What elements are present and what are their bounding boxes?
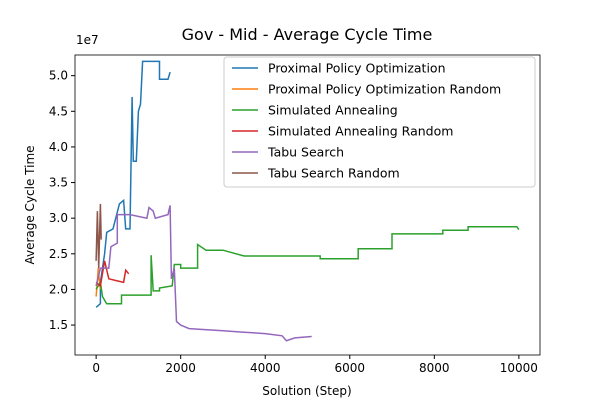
y-tick-label: 3.5	[49, 176, 68, 190]
legend-label: Tabu Search Random	[267, 166, 400, 181]
legend-label: Tabu Search	[267, 145, 344, 160]
y-tick-label: 2.5	[49, 247, 68, 261]
x-axis-label: Solution (Step)	[262, 384, 351, 398]
legend-box	[223, 56, 536, 188]
plot-frame	[74, 54, 541, 356]
y-tick-label: 5.0	[49, 69, 68, 83]
series-line	[95, 203, 102, 269]
x-tick-label: 0	[92, 361, 100, 375]
series-line	[95, 60, 171, 308]
chart-title: Gov - Mid - Average Cycle Time	[182, 25, 433, 44]
x-tick-label: 10000	[500, 361, 538, 375]
y-axis-label: Average Cycle Time	[23, 145, 37, 264]
x-tick-label: 4000	[250, 361, 281, 375]
x-tick-label: 6000	[334, 361, 365, 375]
legend-label: Simulated Annealing	[268, 103, 398, 118]
series-line	[95, 225, 520, 305]
series-line	[95, 260, 130, 288]
legend-label: Proximal Policy Optimization	[268, 61, 446, 76]
legend-label: Simulated Annealing Random	[268, 124, 453, 139]
legend-label: Proximal Policy Optimization Random	[268, 82, 501, 97]
y-tick-label: 3.0	[49, 211, 68, 225]
y-tick-label: 2.0	[49, 282, 68, 296]
series-line	[95, 205, 312, 342]
x-tick-label: 2000	[165, 361, 196, 375]
x-tick-label: 8000	[419, 361, 450, 375]
y-tick-label: 4.0	[49, 140, 68, 154]
y-tick-label: 1.5	[49, 318, 68, 332]
y-offset-label: 1e7	[76, 33, 99, 47]
y-tick-label: 4.5	[49, 104, 68, 118]
